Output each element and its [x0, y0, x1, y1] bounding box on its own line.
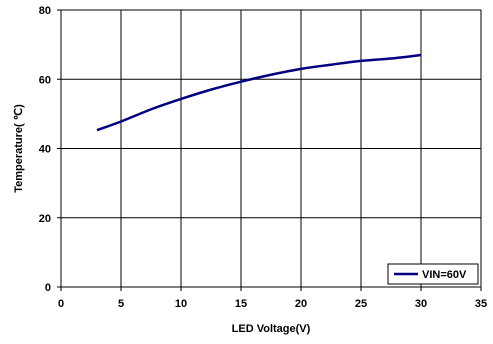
- x-tick-label: 35: [475, 298, 487, 310]
- y-tick-label: 0: [45, 282, 51, 294]
- y-axis-title: Temperature( ℃): [13, 104, 25, 193]
- x-tick-label: 25: [355, 298, 367, 310]
- grid: [61, 10, 481, 287]
- y-tick-label: 40: [39, 144, 51, 156]
- x-axis-title: LED Voltage(V): [232, 323, 311, 335]
- x-tick-label: 5: [118, 298, 124, 310]
- y-tick-label: 20: [39, 213, 51, 225]
- x-tick-label: 15: [235, 298, 247, 310]
- y-axis-ticks: 0 20 40 60 80: [39, 5, 61, 294]
- x-tick-label: 10: [175, 298, 187, 310]
- series-line-vin-60v: [96, 53, 422, 132]
- x-tick-label: 20: [295, 298, 307, 310]
- y-tick-label: 60: [39, 74, 51, 86]
- legend: VIN=60V: [387, 263, 479, 285]
- series: [96, 53, 422, 132]
- x-tick-label: 30: [415, 298, 427, 310]
- legend-box: [387, 263, 479, 285]
- legend-label-vin-60v: VIN=60V: [422, 269, 467, 281]
- y-tick-label: 80: [39, 5, 51, 17]
- x-axis-ticks: 0 5 10 15 20 25 30 35: [58, 287, 487, 310]
- x-tick-label: 0: [58, 298, 64, 310]
